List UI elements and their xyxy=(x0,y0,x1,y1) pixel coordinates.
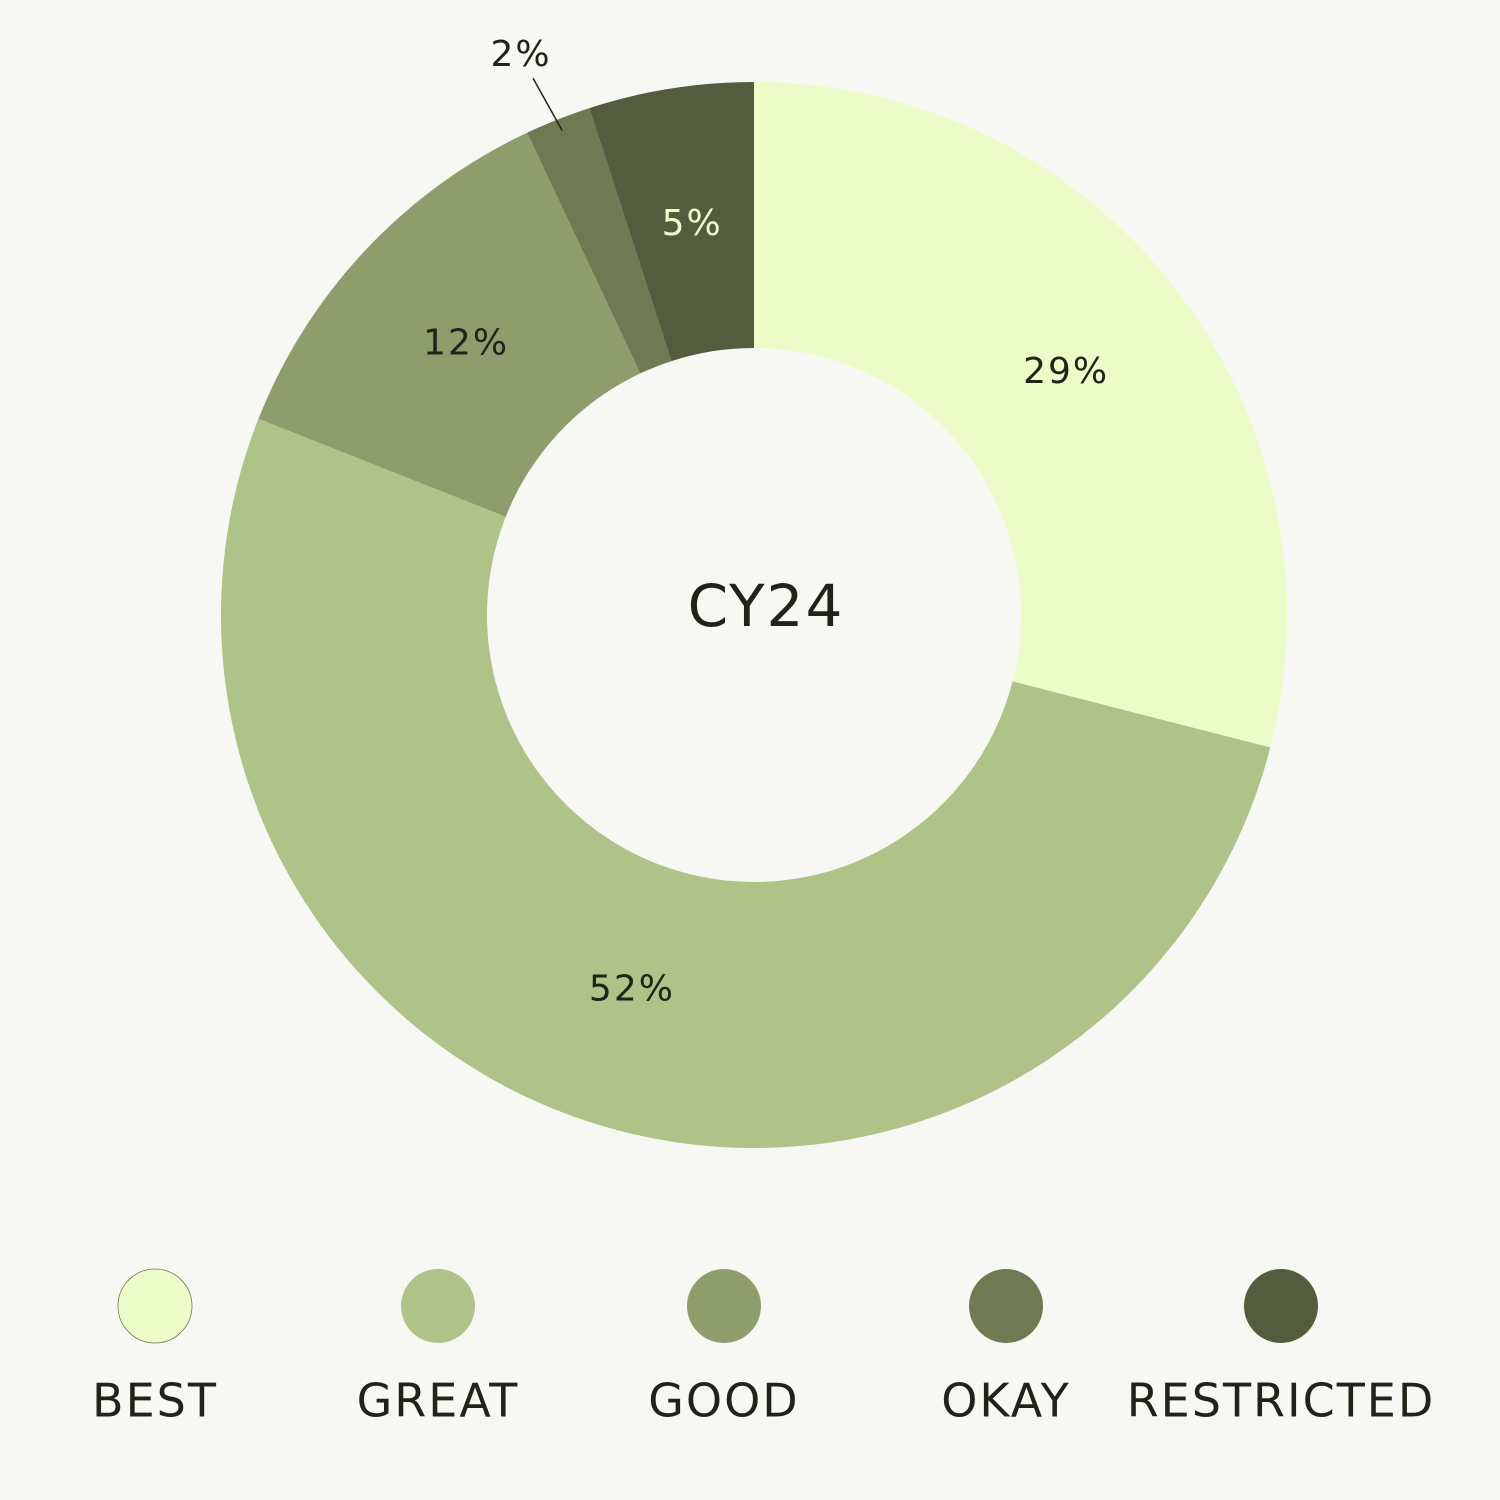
leader-line xyxy=(532,77,563,131)
value-label: 5% xyxy=(662,203,723,244)
legend-label: GOOD xyxy=(648,1374,799,1428)
value-label: 29% xyxy=(1023,351,1109,392)
donut-slice xyxy=(589,82,754,362)
legend-label: RESTRICTED xyxy=(1127,1374,1436,1428)
value-label: 12% xyxy=(423,323,509,364)
center-label: CY24 xyxy=(688,572,845,640)
legend-swatch xyxy=(117,1268,193,1344)
donut-slice xyxy=(220,418,1271,1148)
value-label: 52% xyxy=(589,969,675,1010)
legend-label: BEST xyxy=(92,1374,218,1428)
donut-slice xyxy=(527,108,672,374)
value-label: 2% xyxy=(491,34,552,75)
legend-swatch xyxy=(969,1269,1043,1343)
legend-label: GREAT xyxy=(357,1374,520,1428)
donut-slice xyxy=(258,132,641,517)
legend-label: OKAY xyxy=(941,1374,1071,1428)
donut-slice xyxy=(754,82,1287,748)
legend-swatch xyxy=(401,1269,475,1343)
legend-swatch xyxy=(687,1269,761,1343)
legend-swatch xyxy=(1244,1269,1318,1343)
